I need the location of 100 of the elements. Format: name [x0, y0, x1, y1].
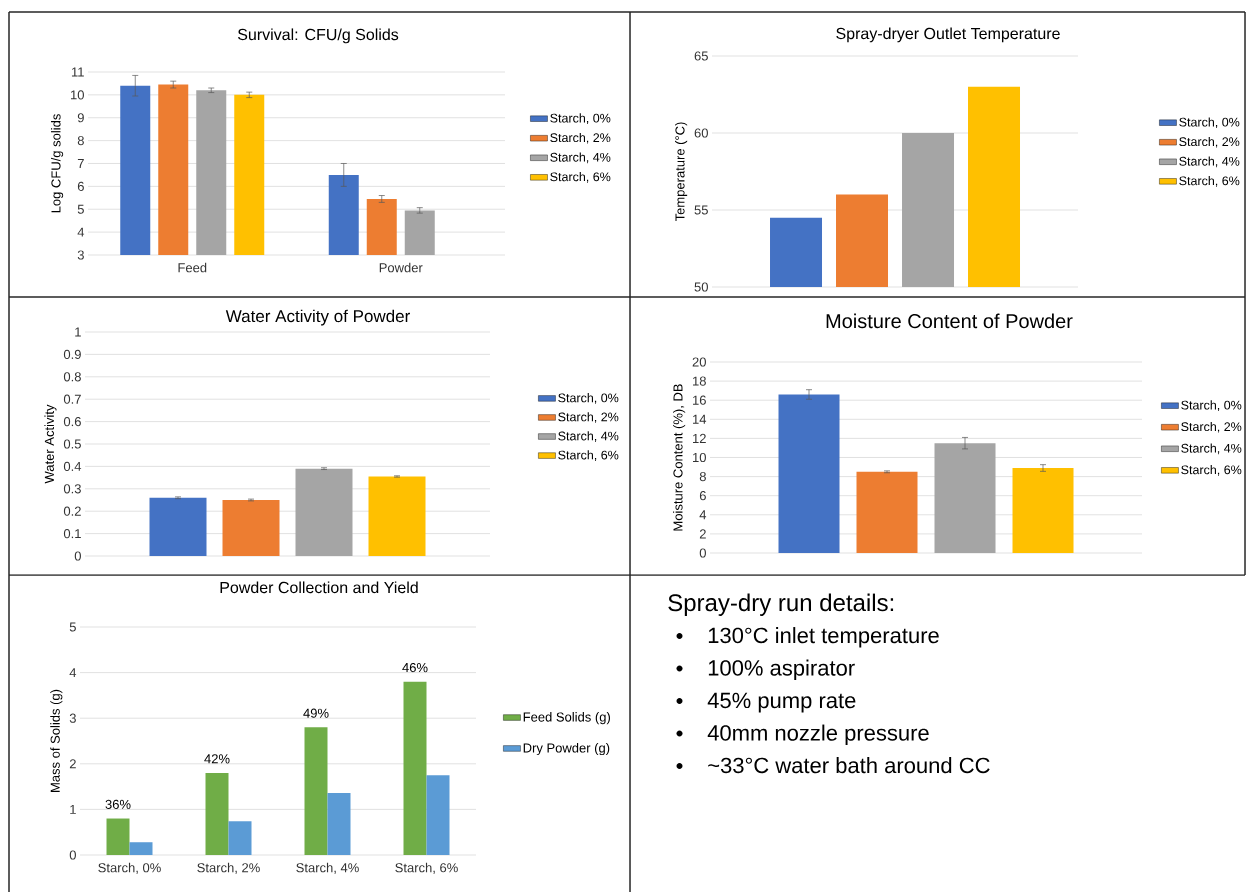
x-tick-label: Powder [379, 262, 423, 273]
legend-label: Starch, 6% [550, 172, 611, 183]
y-tick-label: 0.1 [63, 528, 81, 539]
bar [222, 500, 280, 556]
legend-label: Dry Powder (g) [523, 742, 610, 756]
chart-title: Water Activity of Powder [225, 309, 410, 326]
y-tick-label: 3 [69, 713, 76, 723]
y-tick-label: 0.7 [63, 394, 81, 404]
bar [426, 775, 450, 855]
y-tick-label: 4 [699, 510, 707, 520]
text: 40mm nozzle pressure [707, 724, 929, 746]
y-tick-label: 50 [694, 282, 708, 292]
legend-label: Starch, 0% [1179, 117, 1240, 129]
annotation: 36% [105, 799, 131, 809]
y-tick-label: 0.8 [63, 372, 81, 382]
legend-label: Starch, 0% [558, 393, 619, 404]
y-tick-label: 5 [77, 204, 84, 214]
x-tick-label: Starch, 2% [197, 862, 260, 874]
bar [1012, 468, 1074, 553]
y-tick-label: 0 [74, 551, 81, 561]
text: 45% pump rate [707, 692, 856, 713]
y-axis-title: Log CFU/g solids [51, 114, 64, 213]
y-tick-label: 0.2 [63, 506, 81, 516]
y-tick-label: 0.5 [63, 439, 81, 449]
legend-label: Starch, 6% [558, 450, 619, 461]
bar [934, 443, 996, 553]
y-tick-label: 2 [69, 759, 76, 769]
legend-label: Starch, 6% [1181, 465, 1242, 476]
y-tick-label: 2 [699, 529, 706, 539]
chart-title: Moisture Content of Powder [826, 313, 1073, 329]
bar [149, 497, 207, 556]
bar [106, 818, 130, 855]
y-tick-label: 5 [69, 622, 76, 632]
y-tick-label: 20 [692, 357, 706, 367]
bar [228, 821, 252, 855]
y-tick-label: 0 [699, 548, 706, 558]
y-tick-label: 0 [69, 850, 76, 860]
bar [129, 842, 153, 855]
x-tick-label: Starch, 4% [296, 862, 359, 874]
y-tick-label: 4 [77, 227, 85, 237]
text: ~33°C water bath around CC [708, 757, 990, 774]
legend-label: Starch, 4% [1179, 156, 1240, 168]
legend-label: Starch, 4% [550, 152, 611, 164]
annotation: 49% [303, 708, 329, 718]
y-tick-label: 3 [77, 250, 84, 260]
chart-title: Survival: CFU/g Solids [237, 28, 399, 44]
legend-label: Starch, 2% [550, 132, 611, 144]
x-tick-label: Starch, 0% [98, 862, 161, 874]
y-tick-label: 1 [75, 327, 81, 337]
y-tick-label: 60 [694, 128, 708, 138]
y-tick-label: 9 [77, 113, 84, 123]
y-tick-label: 12 [693, 433, 706, 443]
x-tick-label: Starch, 6% [395, 862, 458, 874]
y-tick-label: 11 [71, 67, 84, 77]
y-tick-label: 0.3 [63, 484, 81, 494]
legend-label: Starch, 4% [558, 431, 619, 442]
y-tick-label: 0.4 [63, 461, 82, 471]
chart-title: Spray-dryer Outlet Temperature [836, 27, 1060, 43]
legend-label: Starch, 2% [1181, 421, 1242, 433]
bar [205, 772, 229, 855]
y-tick-label: 10 [71, 90, 84, 100]
y-axis-title: Temperature (°C) [675, 122, 688, 222]
legend-label: Starch, 0% [550, 113, 611, 125]
legend-label: Feed Solids (g) [523, 712, 610, 725]
chart-title: Powder Collection and Yield [220, 581, 418, 594]
y-tick-label: 7 [77, 159, 84, 168]
y-axis-title: Moisture Content (%), DB [673, 384, 686, 531]
text: 130°C inlet temperature [708, 627, 939, 648]
bar [327, 792, 351, 855]
annotation: 46% [402, 662, 428, 673]
y-tick-label: 6 [699, 491, 706, 501]
legend-label: Starch, 2% [558, 412, 619, 423]
text: Spray-dry run details: [668, 593, 894, 616]
text: 100% aspirator [708, 659, 855, 681]
bar [856, 471, 918, 553]
y-tick-label: 0.6 [63, 416, 81, 427]
bar [778, 394, 840, 553]
bar [295, 468, 353, 556]
y-tick-label: 0.9 [63, 349, 81, 359]
legend-label: Starch, 6% [1179, 176, 1240, 187]
bar [368, 476, 426, 556]
annotation: 42% [204, 754, 230, 764]
y-tick-label: 8 [699, 471, 706, 482]
legend-label: Starch, 2% [1179, 136, 1240, 148]
y-tick-label: 65 [694, 51, 708, 61]
y-tick-label: 18 [693, 376, 706, 386]
legend-label: Starch, 4% [1181, 443, 1242, 455]
y-axis-title: Mass of Solids (g) [50, 689, 63, 792]
y-axis-title: Water Activity [44, 404, 57, 484]
y-tick-label: 8 [77, 136, 84, 146]
y-tick-label: 55 [694, 205, 708, 215]
y-tick-label: 16 [693, 395, 706, 405]
bar [403, 681, 427, 855]
y-tick-label: 10 [693, 452, 706, 463]
y-tick-label: 1 [70, 804, 76, 814]
y-tick-label: 6 [77, 181, 84, 191]
y-tick-label: 14 [693, 414, 707, 424]
bar [304, 727, 328, 855]
y-tick-label: 4 [69, 668, 77, 678]
legend-label: Starch, 0% [1181, 400, 1242, 412]
